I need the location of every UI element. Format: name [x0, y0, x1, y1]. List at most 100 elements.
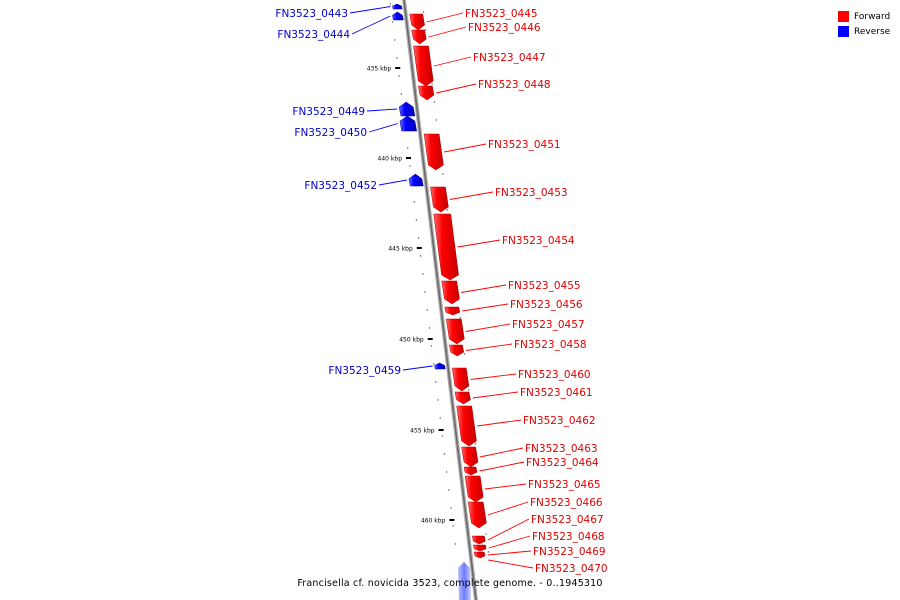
- forward-label-connector: [488, 535, 531, 549]
- forward-gene-label[interactable]: FN3523_0460: [518, 369, 591, 381]
- forward-label-connector: [462, 303, 509, 312]
- forward-gene-label[interactable]: FN3523_0447: [473, 52, 546, 64]
- forward-gene-label[interactable]: FN3523_0457: [512, 319, 585, 331]
- scale-dot: [430, 345, 433, 347]
- forward-gene-label[interactable]: FN3523_0465: [528, 479, 601, 491]
- forward-gene-arrow[interactable]: [441, 280, 460, 305]
- reverse-gene-arrow[interactable]: [392, 3, 403, 10]
- forward-gene-arrow[interactable]: [473, 544, 487, 552]
- scale-dot: [442, 173, 444, 175]
- scale-dot: [394, 39, 396, 41]
- legend-reverse-label: Reverse: [854, 26, 891, 37]
- forward-gene-label[interactable]: FN3523_0467: [531, 514, 604, 526]
- scale-dot: [426, 309, 428, 311]
- reverse-label-connector: [402, 365, 433, 371]
- reverse-gene-label[interactable]: FN3523_0443: [275, 8, 348, 20]
- forward-gene-arrow[interactable]: [446, 318, 465, 345]
- reverse-label-connector: [378, 179, 407, 186]
- scale-dot: [487, 551, 489, 553]
- forward-gene-arrow[interactable]: [417, 85, 435, 101]
- forward-gene-arrow[interactable]: [471, 535, 486, 545]
- scale-dot: [441, 435, 443, 437]
- forward-label-connector: [449, 191, 494, 200]
- forward-label-connector: [488, 559, 534, 569]
- forward-gene-arrow[interactable]: [413, 45, 434, 87]
- scale-dot: [396, 57, 398, 59]
- forward-gene-label[interactable]: FN3523_0462: [523, 415, 596, 427]
- reverse-label-connector: [368, 123, 399, 133]
- legend-item-reverse: Reverse: [838, 24, 890, 39]
- forward-gene-label[interactable]: FN3523_0464: [526, 457, 599, 469]
- scale-dot: [450, 507, 452, 509]
- scale-dot: [422, 11, 425, 13]
- reverse-gene-arrow[interactable]: [398, 101, 416, 117]
- reverse-gene-arrow[interactable]: [434, 362, 446, 370]
- scale-label: 450 kbp: [399, 337, 424, 344]
- forward-gene-arrow[interactable]: [456, 405, 477, 447]
- forward-gene-arrow[interactable]: [464, 475, 484, 503]
- forward-gene-label[interactable]: FN3523_0453: [495, 187, 568, 199]
- forward-gene-label[interactable]: FN3523_0466: [530, 497, 603, 509]
- forward-gene-arrow[interactable]: [409, 13, 425, 31]
- forward-gene-label[interactable]: FN3523_0454: [502, 235, 575, 247]
- scale-label: 435 kbp: [367, 66, 392, 73]
- forward-gene-arrow[interactable]: [411, 29, 427, 45]
- reverse-label-connector: [349, 6, 391, 14]
- reverse-gene-label[interactable]: FN3523_0449: [292, 106, 365, 118]
- forward-gene-arrow[interactable]: [467, 501, 487, 529]
- forward-label-connector: [428, 26, 467, 38]
- forward-gene-arrow[interactable]: [430, 186, 449, 213]
- scale-dot: [463, 353, 466, 355]
- forward-label-connector: [487, 518, 530, 541]
- reverse-gene-label[interactable]: FN3523_0459: [328, 365, 401, 377]
- scale-dot: [468, 389, 470, 391]
- forward-gene-arrow[interactable]: [451, 367, 470, 392]
- reverse-gene-label[interactable]: FN3523_0450: [294, 127, 367, 139]
- forward-label-connector: [479, 447, 524, 458]
- forward-gene-arrow[interactable]: [461, 446, 479, 468]
- forward-gene-arrow[interactable]: [454, 391, 471, 405]
- scale-dot: [452, 525, 454, 527]
- forward-gene-label[interactable]: FN3523_0451: [488, 139, 561, 151]
- scale-dot: [448, 489, 450, 491]
- scale-dot: [428, 327, 431, 329]
- forward-gene-label[interactable]: FN3523_0463: [525, 443, 598, 455]
- reverse-gene-arrow[interactable]: [399, 115, 417, 132]
- scale-dot: [474, 443, 476, 445]
- forward-gene-arrow[interactable]: [444, 306, 461, 316]
- reverse-gene-arrow[interactable]: [408, 173, 424, 187]
- forward-label-connector: [457, 239, 501, 248]
- forward-label-connector: [461, 284, 507, 293]
- forward-gene-label[interactable]: FN3523_0456: [510, 299, 583, 311]
- scale-dot: [422, 273, 424, 275]
- forward-label-connector: [426, 12, 464, 23]
- forward-gene-arrow[interactable]: [463, 466, 478, 476]
- forward-gene-arrow[interactable]: [449, 344, 464, 357]
- forward-label-connector: [444, 143, 487, 153]
- scale-dot: [437, 399, 439, 401]
- forward-gene-label[interactable]: FN3523_0458: [514, 339, 587, 351]
- reverse-gene-arrow-partial[interactable]: [458, 562, 471, 600]
- forward-gene-label[interactable]: FN3523_0470: [535, 563, 608, 575]
- reverse-gene-label[interactable]: FN3523_0444: [277, 29, 350, 41]
- forward-gene-label[interactable]: FN3523_0468: [532, 531, 605, 543]
- reverse-gene-label[interactable]: FN3523_0452: [304, 180, 377, 192]
- scale-dot: [413, 201, 415, 203]
- forward-gene-label[interactable]: FN3523_0445: [465, 8, 538, 20]
- forward-gene-label[interactable]: FN3523_0448: [478, 79, 551, 91]
- forward-label-connector: [472, 391, 519, 399]
- forward-gene-label[interactable]: FN3523_0469: [533, 546, 606, 558]
- forward-gene-arrow[interactable]: [433, 213, 459, 281]
- forward-gene-label[interactable]: FN3523_0446: [468, 22, 541, 34]
- scale-dot: [391, 21, 394, 23]
- forward-gene-label[interactable]: FN3523_0461: [520, 387, 593, 399]
- forward-gene-label[interactable]: FN3523_0455: [508, 280, 581, 292]
- reverse-label-connector: [351, 15, 391, 35]
- forward-gene-arrow[interactable]: [423, 133, 444, 171]
- forward-gene-arrow[interactable]: [473, 551, 486, 559]
- scale-label: 460 kbp: [421, 518, 446, 525]
- scale-dot: [415, 219, 418, 221]
- reverse-gene-arrow[interactable]: [392, 11, 404, 21]
- scale-dot: [398, 75, 400, 77]
